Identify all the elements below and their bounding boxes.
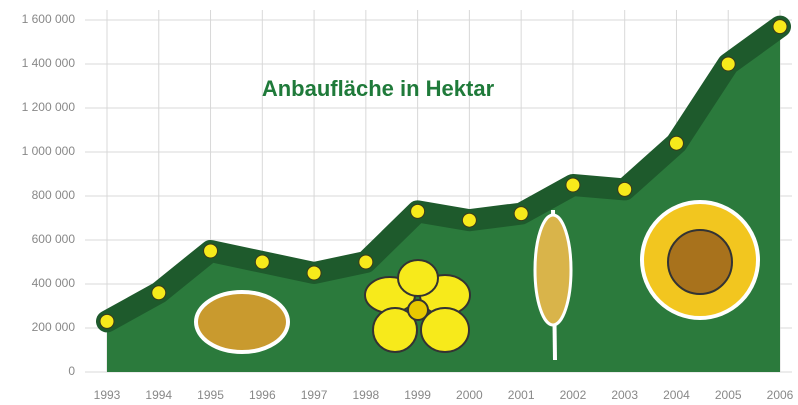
y-tick-label: 800 000 [32, 188, 76, 202]
x-tick-label: 2006 [767, 388, 794, 402]
x-tick-label: 1999 [404, 388, 431, 402]
point [566, 178, 580, 192]
y-tick-label: 1 600 000 [22, 12, 76, 26]
y-tick-label: 200 000 [32, 320, 76, 334]
x-tick-label: 2002 [560, 388, 587, 402]
point [669, 136, 683, 150]
point [618, 182, 632, 196]
potato-illustration [196, 292, 288, 352]
x-tick-label: 2003 [611, 388, 638, 402]
point [411, 204, 425, 218]
x-tick-label: 2001 [508, 388, 535, 402]
point [514, 207, 528, 221]
y-tick-label: 1 400 000 [22, 56, 76, 70]
point [204, 244, 218, 258]
x-tick-label: 1998 [352, 388, 379, 402]
y-tick-label: 600 000 [32, 232, 76, 246]
y-tick-label: 1 200 000 [22, 100, 76, 114]
x-tick-label: 2000 [456, 388, 483, 402]
y-tick-label: 1 000 000 [22, 144, 76, 158]
point [773, 20, 787, 34]
y-tick-label: 0 [68, 364, 75, 378]
x-tick-label: 2004 [663, 388, 690, 402]
point [721, 57, 735, 71]
chart: 0 200 000 400 000 600 000 800 000 1 000 000 1 … [0, 0, 798, 405]
point [100, 314, 114, 328]
x-tick-label: 1996 [249, 388, 276, 402]
chart-title: Anbaufläche in Hektar [262, 76, 495, 101]
point [255, 255, 269, 269]
x-tick-label: 1997 [301, 388, 328, 402]
x-tick-label: 1993 [94, 388, 121, 402]
point [307, 266, 321, 280]
y-tick-label: 400 000 [32, 276, 76, 290]
sunflower-illustration [642, 202, 758, 318]
x-tick-label: 1994 [145, 388, 172, 402]
x-tick-label: 1995 [197, 388, 224, 402]
point [359, 255, 373, 269]
point [152, 286, 166, 300]
x-tick-label: 2005 [715, 388, 742, 402]
point [462, 213, 476, 227]
